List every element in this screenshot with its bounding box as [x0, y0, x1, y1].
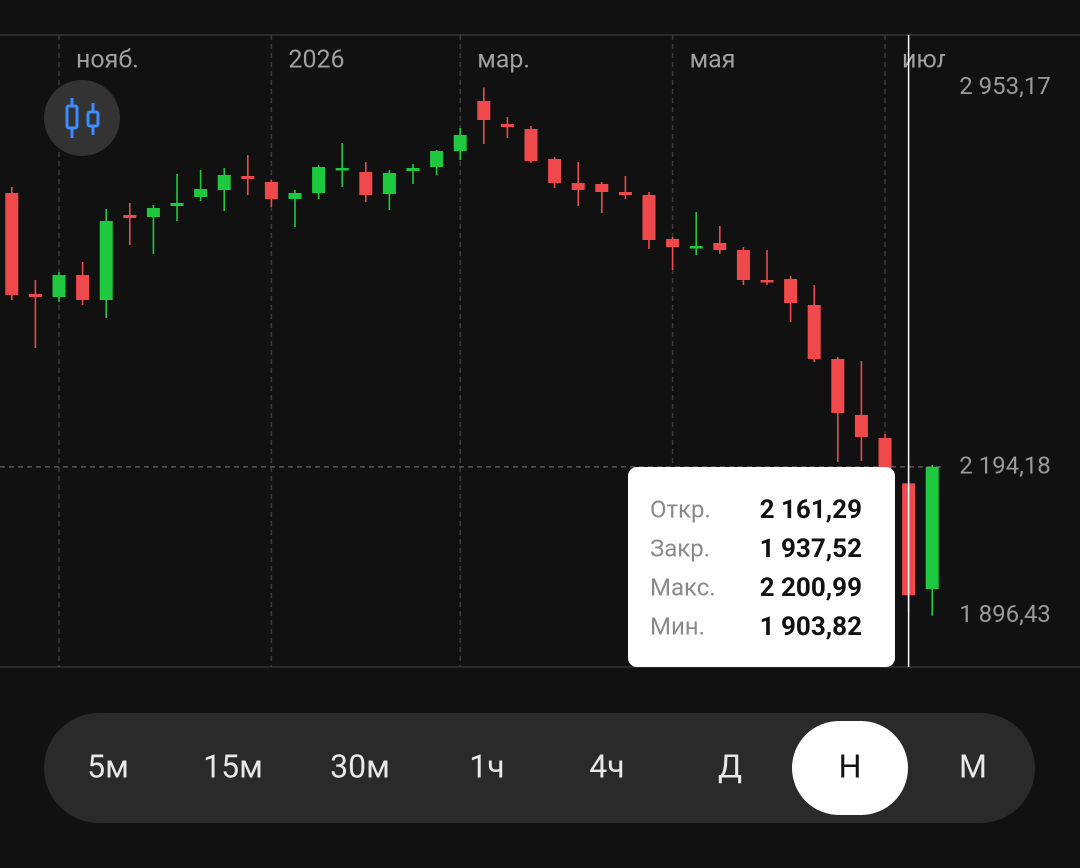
overlay: Откр. 2 161,29 Закр. 1 937,52 Макс. 2 200,99 М…	[628, 35, 910, 667]
x-tick-label: 2026	[288, 46, 344, 75]
candle-body	[335, 168, 349, 171]
candle-body	[217, 175, 231, 190]
candle-body	[713, 243, 727, 250]
timeframes: 5м 15м 30м 1ч 4ч Д Н М	[87, 721, 987, 815]
candle-body	[430, 151, 444, 167]
tooltip-value: 2 161,29	[760, 495, 862, 525]
timeframe-option[interactable]: Д	[718, 747, 742, 785]
timeframe-option[interactable]: 5м	[87, 747, 129, 785]
candle-body	[312, 167, 326, 193]
chart-type-button[interactable]	[44, 80, 120, 156]
candle-body	[736, 250, 750, 280]
timeframe-bar	[44, 713, 1035, 823]
tooltip-label: Откр.	[650, 495, 711, 523]
candle-body	[76, 275, 90, 300]
candle-body	[784, 279, 798, 303]
candle-body	[642, 195, 656, 240]
x-tick-label: мая	[690, 46, 736, 75]
tooltip-label: Мин.	[650, 612, 705, 640]
tooltip-value: 1 903,82	[760, 612, 862, 642]
x-tick-label: нояб.	[76, 46, 139, 75]
timeframe-option[interactable]: 1ч	[469, 747, 504, 785]
candle-body	[595, 184, 609, 192]
candle-body	[571, 183, 585, 190]
candle-body	[28, 294, 42, 297]
candle-body	[854, 415, 868, 437]
timeframe-option[interactable]: 15м	[203, 747, 263, 785]
timeframe-option[interactable]: 4ч	[589, 747, 624, 785]
timeframe-option[interactable]: Н	[839, 747, 862, 785]
candle-body	[524, 129, 538, 161]
candle-body	[52, 275, 66, 297]
y-tick-label: 2 194,18	[959, 451, 1051, 479]
timeframe-option[interactable]: М	[959, 747, 987, 785]
tooltip-box	[628, 467, 895, 667]
candle-body	[123, 215, 137, 218]
tooltip-value: 2 200,99	[760, 573, 862, 603]
candle-body	[500, 124, 514, 127]
candle-body	[146, 208, 160, 217]
y-tick-label: 1 896,43	[959, 600, 1051, 628]
candle-body	[453, 135, 467, 151]
tooltip-value: 1 937,52	[760, 534, 862, 564]
candle-body	[666, 239, 680, 247]
tooltip-label: Макс.	[650, 573, 716, 601]
candle-body	[241, 176, 255, 179]
tooltip-label: Закр.	[650, 534, 710, 562]
candle-body	[760, 280, 774, 283]
x-tick-label: мар.	[477, 46, 530, 75]
candle-body	[406, 168, 420, 171]
timeframe-selected[interactable]	[792, 721, 908, 815]
candle-body	[170, 203, 184, 206]
candle-body	[5, 193, 19, 295]
candle-body	[264, 182, 278, 199]
candle-body	[359, 172, 373, 195]
y-tick-label: 2 953,17	[959, 72, 1051, 100]
candle-body	[477, 101, 491, 120]
candle-body	[99, 221, 113, 300]
candle-body	[831, 359, 845, 413]
x-tick-label: июл	[902, 46, 951, 75]
candle-body	[807, 305, 821, 359]
timeframe-option[interactable]: 30м	[330, 747, 390, 785]
candle-body	[382, 173, 396, 194]
axis: 2 953,17 2 194,18 1 896,43	[959, 72, 1051, 628]
candle-body	[548, 159, 562, 183]
candle-body	[925, 466, 939, 589]
candle-body	[288, 193, 302, 199]
candle-body	[194, 189, 208, 197]
candle-body	[689, 246, 703, 249]
candle-body	[618, 192, 632, 195]
